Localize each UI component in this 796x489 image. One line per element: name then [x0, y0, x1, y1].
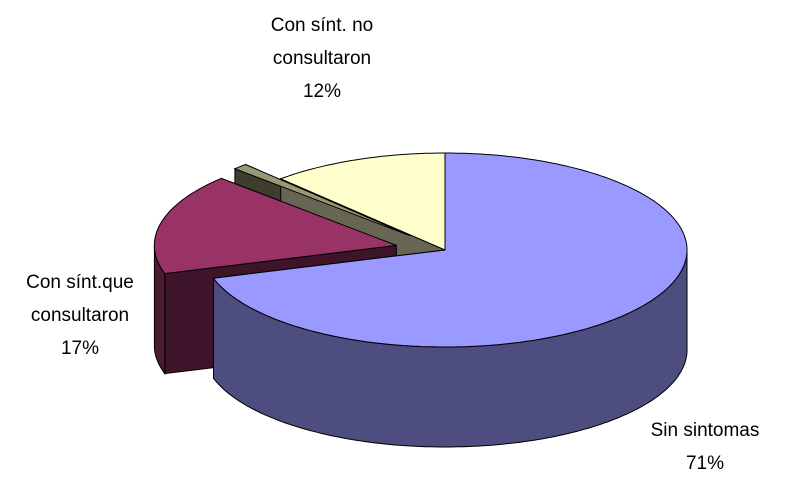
- value-label: 12%: [302, 81, 342, 102]
- value-label: 17%: [60, 338, 100, 359]
- category-label: Sin sintomas: [650, 420, 760, 441]
- category-label: Con sínt.que consultaron: [26, 272, 134, 326]
- pie-slice-top: [279, 152, 446, 251]
- data-label: Con sínt. no consultaron 12%: [237, 9, 407, 108]
- pie-slice-top: [212, 152, 688, 348]
- data-label: Con sínt.que consultaron 17%: [0, 266, 165, 365]
- data-label: Sin sintomas 71%: [620, 414, 790, 480]
- pie-slice-top: [153, 177, 397, 275]
- pie-slice-top: [233, 163, 411, 237]
- value-label: 71%: [685, 453, 725, 474]
- category-label: Con sínt. no consultaron: [270, 15, 374, 69]
